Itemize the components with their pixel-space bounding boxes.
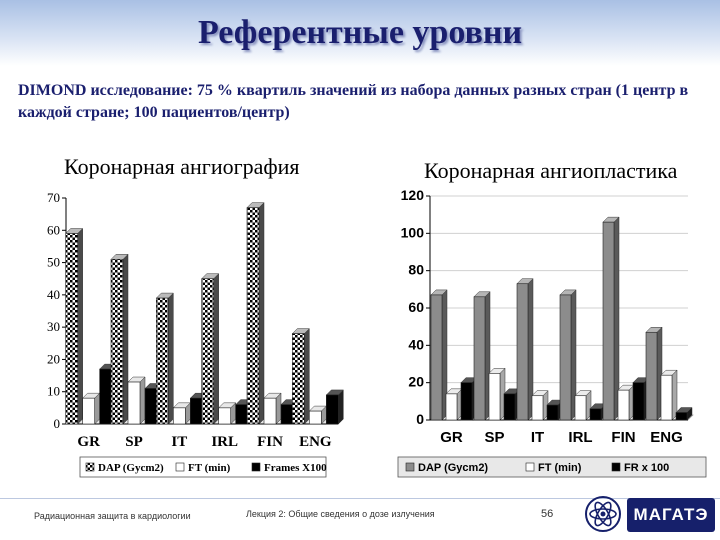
bar-sp-ft [488, 373, 501, 421]
y-tick-label: 30 [47, 319, 60, 334]
legend-swatch [525, 462, 535, 472]
bar-gr-frames [460, 382, 473, 421]
chart-title-angioplasty: Коронарная ангиопластика [424, 158, 678, 183]
bar-fin-dap [246, 207, 260, 425]
legend-swatch [175, 462, 185, 472]
footer-divider [0, 498, 720, 499]
x-tick-label: FIN [611, 429, 635, 446]
y-tick-label: 100 [401, 224, 425, 240]
y-tick-label: 120 [401, 187, 425, 203]
x-tick-label: IRL [568, 429, 592, 446]
bar-gr-ft [82, 397, 95, 425]
legend-box [79, 456, 327, 478]
bar-fin-dap [602, 221, 615, 421]
bar-irl-dap [201, 278, 214, 425]
bar-irl-frames [589, 408, 602, 421]
bar-irl-ft [218, 407, 231, 425]
bar-eng-frames [326, 394, 339, 425]
x-tick-label: GR [77, 434, 100, 450]
x-tick-label: IT [531, 429, 544, 446]
slide-subtitle: DIMOND исследование: 75 % квартиль значе… [18, 82, 689, 121]
y-tick-label: 0 [54, 416, 61, 431]
bar-it-frames [546, 404, 559, 421]
bar-fin-ft [263, 397, 277, 425]
bar-it-dap [516, 283, 529, 421]
y-tick-label: 40 [47, 287, 60, 302]
iaea-brand-badge: МАГАТЭ [627, 498, 715, 532]
legend-swatch [85, 462, 95, 472]
x-tick-label: FIN [257, 434, 283, 450]
bar-sp-frames [503, 393, 516, 421]
x-tick-label: IRL [211, 434, 238, 450]
legend-label: FT (min) [188, 462, 231, 474]
bar-it-ft [531, 395, 544, 421]
bar-sp-dap [110, 259, 124, 425]
bar-sp-dap [473, 296, 486, 421]
y-tick-label: 20 [408, 374, 424, 390]
legend-label: Frames X100 [264, 462, 327, 474]
legend-label: DAP (Gycm2) [418, 462, 488, 474]
bar-eng-ft [660, 374, 673, 421]
legend-label: DAP (Gycm2) [98, 462, 164, 474]
y-tick-label: 10 [47, 384, 60, 399]
y-tick-label: 40 [408, 336, 424, 352]
page-number: 56 [541, 508, 554, 520]
y-tick-label: 0 [416, 411, 424, 427]
bar-gr-dap [430, 294, 443, 421]
legend-label: FR x 100 [624, 462, 669, 474]
y-tick-label: 60 [47, 222, 60, 237]
bar-gr-ft [445, 393, 458, 421]
y-tick-label: 70 [47, 190, 60, 205]
bar-fin-frames [632, 382, 645, 421]
legend-swatch [251, 462, 261, 472]
bar-eng-ft [309, 410, 322, 425]
y-tick-label: 60 [408, 299, 424, 315]
y-tick-label: 20 [47, 351, 60, 366]
x-tick-label: ENG [299, 434, 332, 450]
x-tick-label: ENG [650, 429, 683, 446]
bar-gr-dap [65, 233, 78, 425]
legend-label: FT (min) [538, 462, 582, 474]
bar-it-ft [173, 407, 186, 425]
title-band [0, 0, 720, 66]
legend-swatch [611, 462, 621, 472]
y-tick-label: 50 [47, 255, 60, 270]
x-tick-label: SP [484, 429, 504, 446]
y-tick-label: 80 [408, 262, 424, 278]
footer-lecture: Лекция 2: Общие сведения о дозе излучени… [246, 509, 435, 519]
chart-title-angiography: Коронарная ангиография [64, 154, 300, 179]
bar-eng-dap [292, 333, 305, 425]
x-tick-label: IT [171, 434, 187, 450]
bar-fin-ft [617, 389, 630, 421]
iaea-atom-icon [583, 494, 623, 534]
legend-swatch [405, 462, 415, 472]
slide-title: Референтные уровни [197, 14, 523, 51]
bar-sp-ft [127, 381, 141, 425]
legend-box [397, 456, 707, 478]
x-tick-label: SP [125, 434, 143, 450]
bar-irl-ft [574, 395, 587, 421]
footer-course: Радиационная защита в кардиологии [34, 511, 191, 521]
bar-eng-dap [645, 331, 658, 421]
bar-eng-frames [675, 412, 688, 421]
x-tick-label: GR [440, 429, 463, 446]
bar-it-dap [156, 297, 169, 425]
bar-irl-dap [559, 294, 572, 421]
